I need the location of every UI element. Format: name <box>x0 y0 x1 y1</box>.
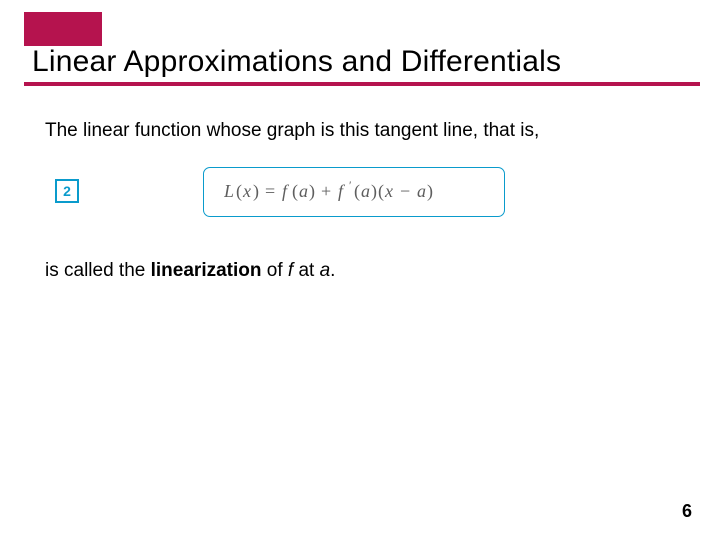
svg-text:L: L <box>224 181 234 201</box>
svg-text:f: f <box>282 181 290 201</box>
svg-text:+: + <box>321 181 331 201</box>
svg-text:(: ( <box>354 181 360 202</box>
svg-text:a: a <box>361 181 370 201</box>
equation-number: 2 <box>63 183 71 199</box>
svg-text:x: x <box>384 181 393 201</box>
svg-text:(: ( <box>236 181 242 202</box>
svg-text:−: − <box>400 181 410 201</box>
svg-text:x: x <box>242 181 251 201</box>
line2-var-a: a <box>320 260 331 281</box>
equation-box: L ( x ) = f ( a ) + f ′ ( a ) ( x <box>203 167 505 217</box>
svg-text:): ) <box>253 181 259 202</box>
title-underline: Linear Approximations and Differentials <box>24 38 700 86</box>
line2-mid: of <box>261 260 287 281</box>
line2-mid2: at <box>293 260 319 281</box>
page-title: Linear Approximations and Differentials <box>24 38 700 86</box>
equation-formula-svg: L ( x ) = f ( a ) + f ′ ( a ) ( x <box>224 177 484 207</box>
svg-text:): ) <box>309 181 315 202</box>
svg-text:(: ( <box>292 181 298 202</box>
svg-text:a: a <box>417 181 426 201</box>
svg-text:): ) <box>427 181 433 202</box>
line2-term-linearization: linearization <box>151 260 262 281</box>
slide: Linear Approximations and Differentials … <box>0 0 720 540</box>
body-line-2: is called the linearization of f at a. <box>45 260 335 282</box>
svg-text:=: = <box>265 181 275 201</box>
line2-suffix: . <box>330 260 335 281</box>
svg-text:f: f <box>338 181 346 201</box>
svg-text:′: ′ <box>349 178 352 192</box>
equation-row: 2 L ( x ) = f ( a ) + f ′ ( a <box>45 165 545 225</box>
equation-number-badge: 2 <box>55 179 79 203</box>
line2-prefix: is called the <box>45 260 151 281</box>
svg-text:): ) <box>371 181 377 202</box>
page-number: 6 <box>682 501 692 522</box>
svg-text:(: ( <box>378 181 384 202</box>
svg-text:a: a <box>299 181 308 201</box>
body-line-1: The linear function whose graph is this … <box>45 120 539 142</box>
